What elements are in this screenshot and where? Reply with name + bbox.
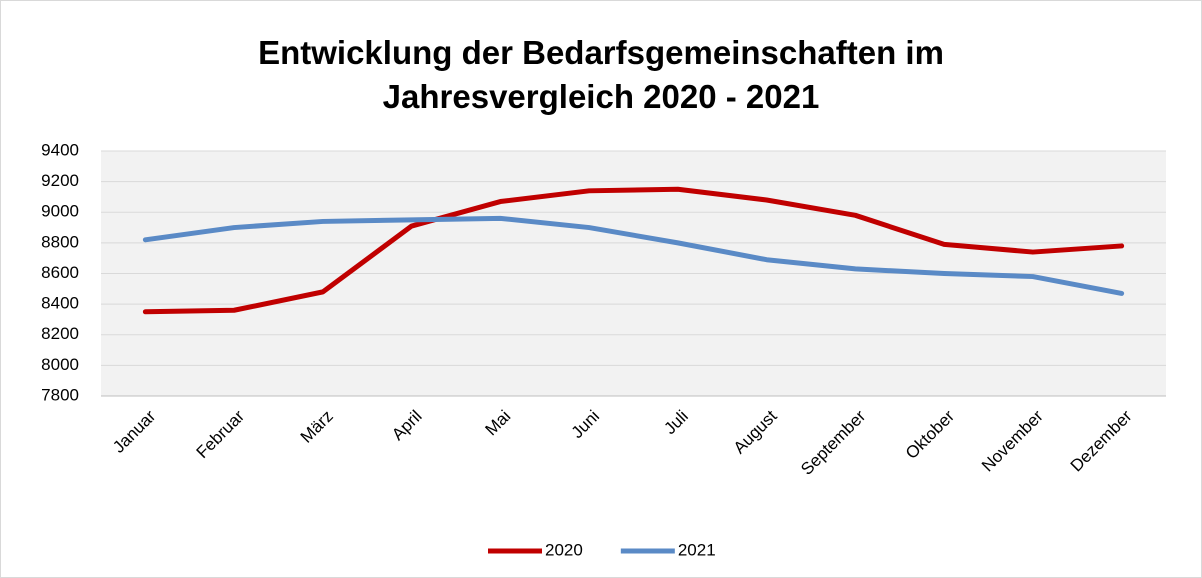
y-tick-label: 8400 <box>41 294 79 313</box>
x-tick-label: Dezember <box>1067 406 1136 475</box>
y-tick-label: 9000 <box>41 202 79 221</box>
x-tick-label: Februar <box>193 406 249 462</box>
line-series <box>142 215 1125 296</box>
x-tick-label: Oktober <box>902 406 958 462</box>
x-tick-label: Mai <box>482 407 515 440</box>
x-tick-label: November <box>978 406 1047 475</box>
y-tick-label: 8600 <box>41 263 79 282</box>
line-series <box>142 186 1125 315</box>
x-tick-label: Juli <box>660 407 691 438</box>
y-tick-label: 8800 <box>41 232 79 251</box>
y-tick-label: 8200 <box>41 324 79 343</box>
legend-label: 2021 <box>678 540 716 559</box>
y-tick-label: 7800 <box>41 385 79 404</box>
legend-label: 2020 <box>545 540 583 559</box>
x-tick-label: April <box>388 407 425 444</box>
chart-title: Entwicklung der Bedarfsgemeinschaften im… <box>258 34 944 115</box>
y-tick-label: 9400 <box>41 140 79 159</box>
y-tick-label: 9200 <box>41 171 79 190</box>
x-tick-label: September <box>797 406 869 478</box>
x-tick-label: März <box>297 407 337 447</box>
x-tick-label: Januar <box>109 406 159 456</box>
title-box: Entwicklung der Bedarfsgemeinschaften im… <box>1 31 1201 119</box>
x-tick-label: Juni <box>568 407 603 442</box>
y-tick-label: 8000 <box>41 355 79 374</box>
x-tick-label: August <box>730 406 781 457</box>
